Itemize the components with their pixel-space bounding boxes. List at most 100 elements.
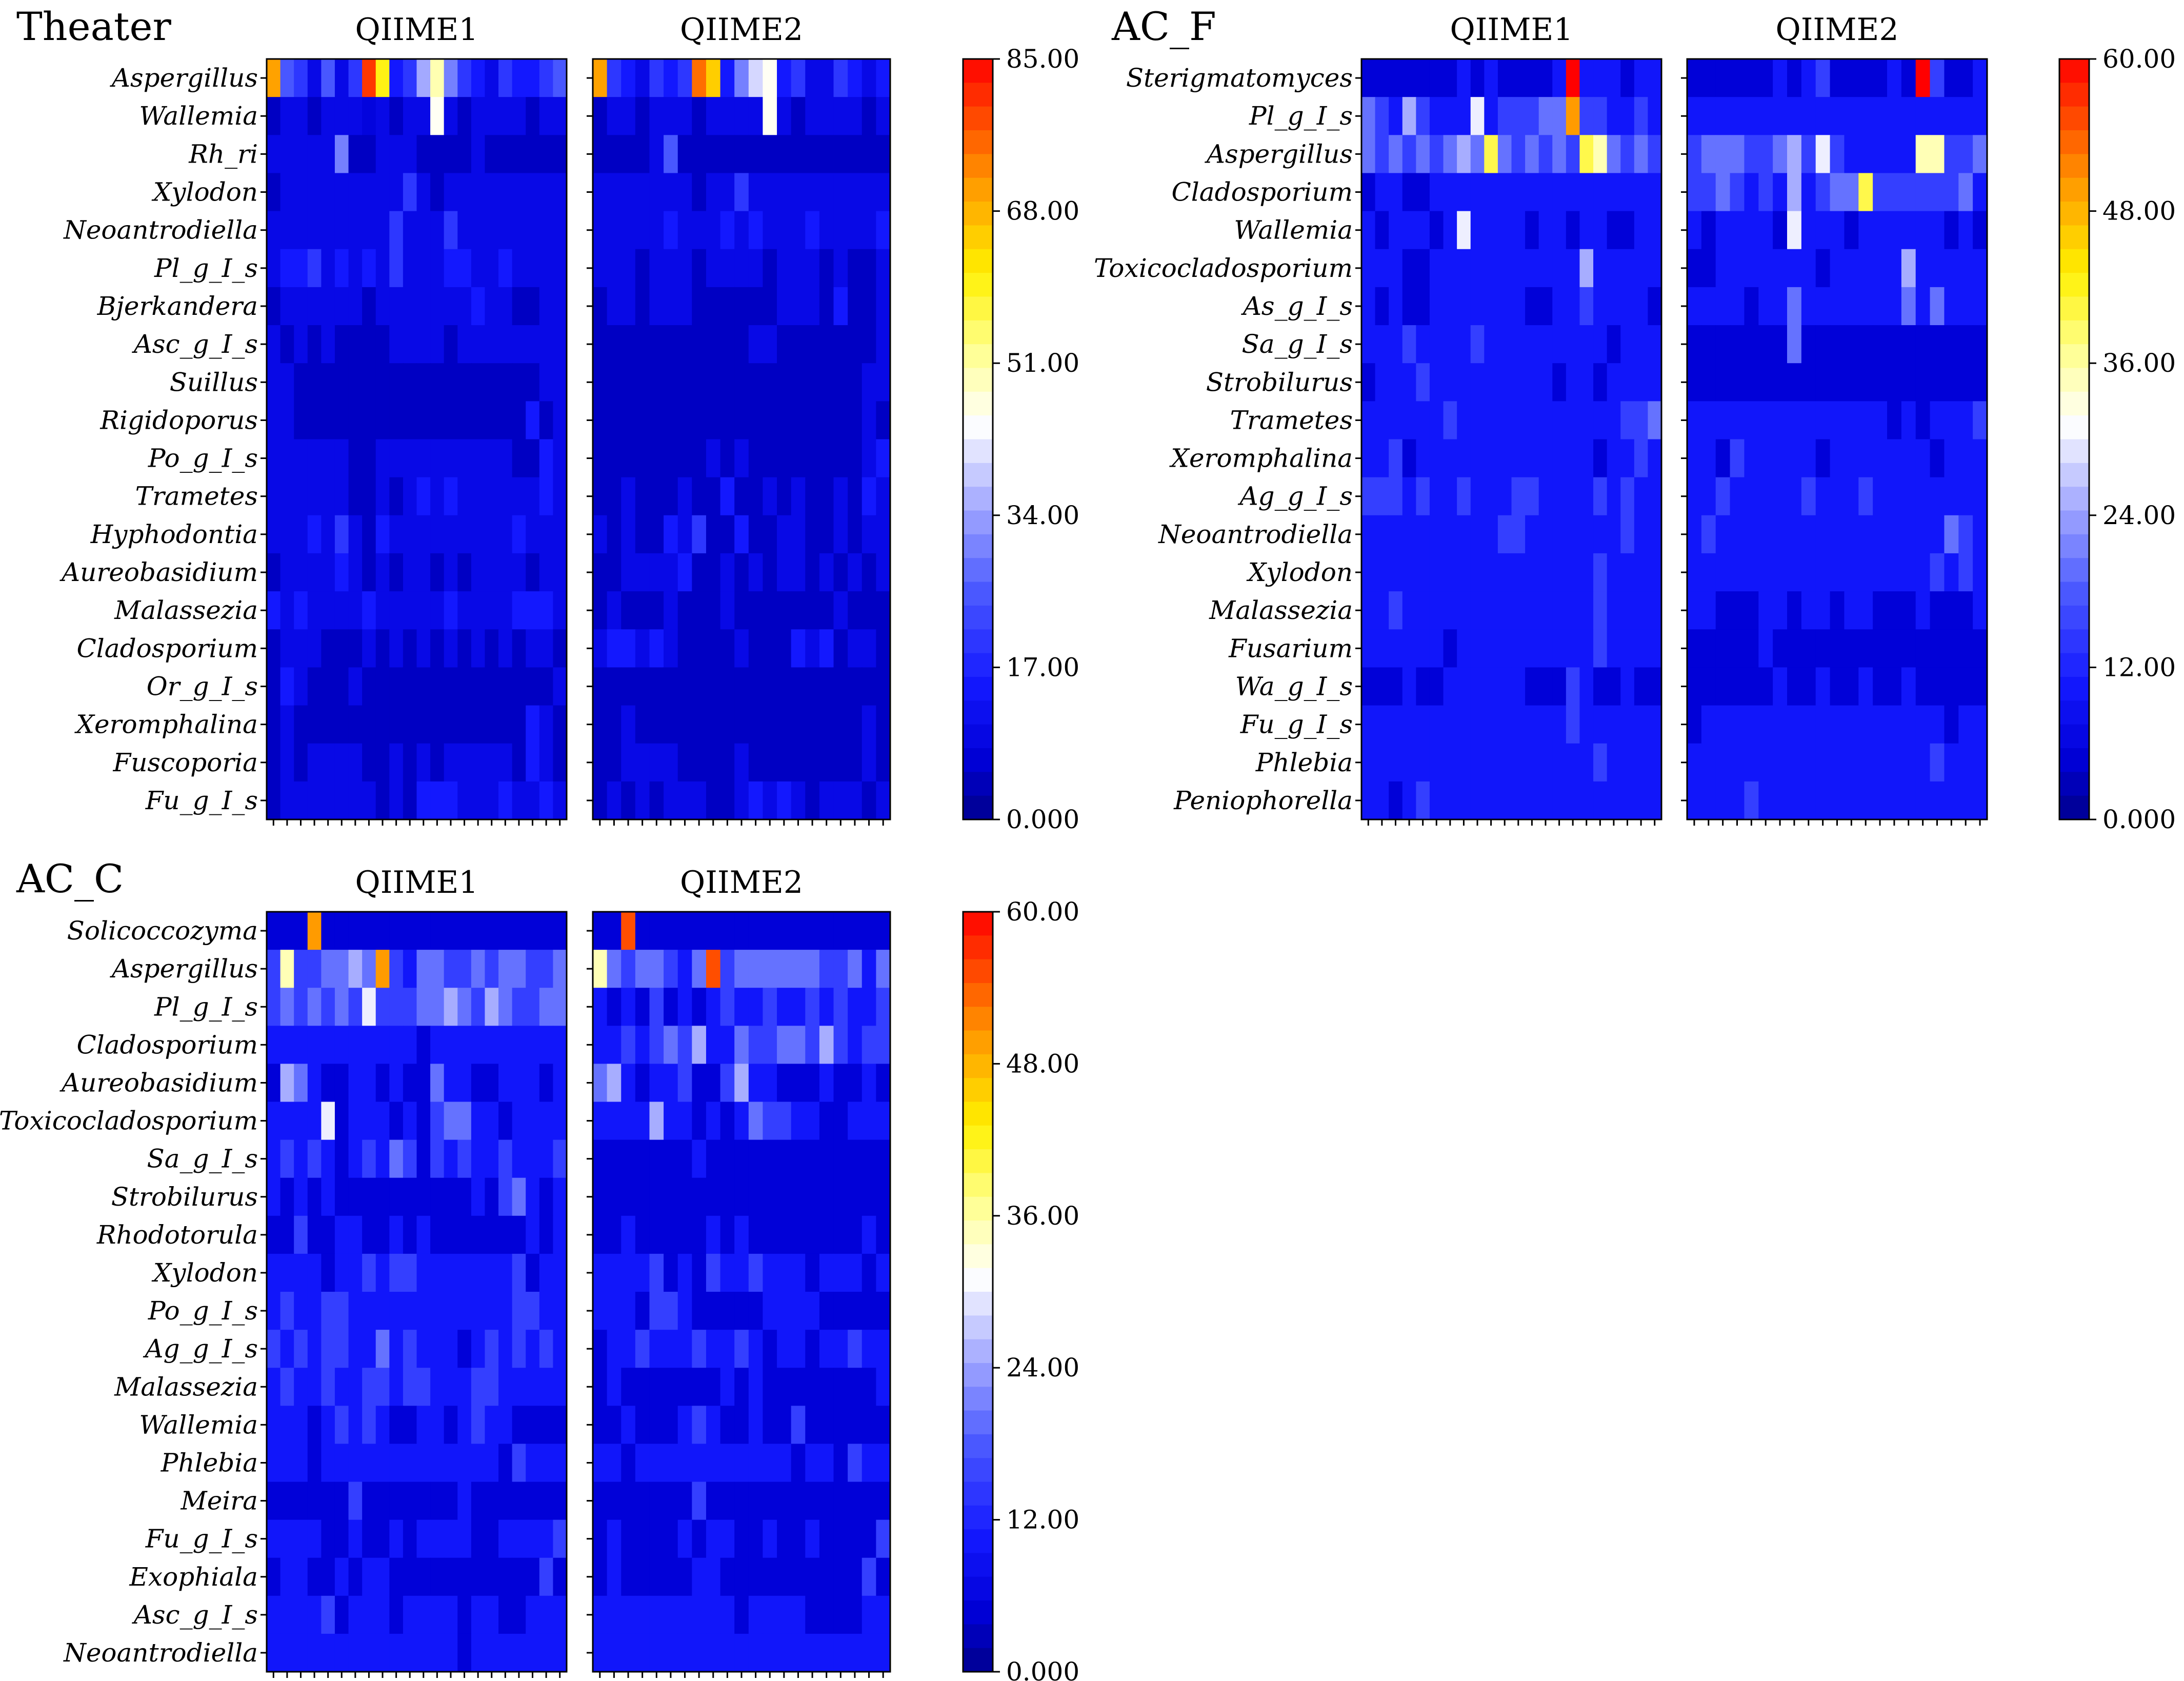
heatmap-cell <box>876 743 891 782</box>
heatmap-cell <box>763 59 777 97</box>
heatmap-cell <box>280 912 294 950</box>
heatmap-cell <box>621 1557 636 1596</box>
heatmap-cell <box>1687 249 1702 288</box>
heatmap-cell <box>677 1444 692 1483</box>
heatmap-cell <box>526 59 540 97</box>
heatmap-cell <box>498 1253 513 1292</box>
heatmap-cell <box>607 912 622 950</box>
heatmap-cell <box>1497 325 1512 364</box>
heatmap-cell <box>1973 439 1988 478</box>
heatmap-cell <box>734 173 749 212</box>
heatmap-cell <box>664 629 678 668</box>
heatmap-cell <box>1901 629 1916 668</box>
heatmap-cell <box>1538 59 1553 97</box>
heatmap-cell <box>348 1406 363 1444</box>
heatmap-cell <box>1511 515 1526 554</box>
heatmap-cell <box>819 1519 834 1558</box>
heatmap-cell <box>1470 629 1485 668</box>
heatmap-cell <box>1844 781 1859 820</box>
heatmap-cell <box>763 1215 777 1254</box>
heatmap-cell <box>1648 135 1662 174</box>
heatmap-cell <box>833 1102 848 1140</box>
heatmap-cell <box>512 1064 526 1103</box>
heatmap-cell <box>1634 553 1649 592</box>
heatmap-cell <box>1973 173 1988 212</box>
heatmap-cell <box>763 1368 777 1406</box>
heatmap-cell <box>876 1102 891 1140</box>
heatmap-cell <box>1620 59 1635 97</box>
heatmap-cell <box>539 211 554 250</box>
heatmap-cell <box>280 667 294 706</box>
heatmap-cell <box>1525 59 1539 97</box>
heatmap-cell <box>805 553 820 592</box>
heatmap-cell <box>539 667 554 706</box>
heatmap-cell <box>485 1215 499 1254</box>
heatmap-cell <box>791 1482 806 1520</box>
heatmap-cell <box>1701 439 1716 478</box>
heatmap-cell <box>321 1139 335 1178</box>
heatmap-cell <box>375 1102 390 1140</box>
heatmap-cell <box>362 477 376 516</box>
heatmap-cell <box>1443 363 1457 402</box>
heatmap-cell <box>692 1215 707 1254</box>
heatmap-cell <box>805 515 820 554</box>
heatmap-cell <box>1901 173 1916 212</box>
heatmap-cell <box>1538 173 1553 212</box>
heatmap-cell <box>1887 287 1902 326</box>
heatmap-cell <box>819 1215 834 1254</box>
heatmap-cell <box>362 1026 376 1064</box>
heatmap-cell <box>1429 553 1444 592</box>
heatmap-cell <box>848 1064 863 1103</box>
heatmap-cell <box>1566 515 1580 554</box>
heatmap-cell <box>267 1064 281 1103</box>
row-label: Cladosporium <box>1172 177 1353 207</box>
heatmap-cell <box>1787 97 1802 135</box>
heatmap-cell <box>593 1330 608 1368</box>
row-label: Trametes <box>135 482 258 511</box>
heatmap-cell <box>833 1519 848 1558</box>
heatmap-cell <box>498 1368 513 1406</box>
row-label: Bjerkandera <box>97 291 258 321</box>
heatmap-cell <box>692 1102 707 1140</box>
heatmap-cell <box>526 1633 540 1672</box>
heatmap-cell <box>734 1482 749 1520</box>
row-label: Pl_g_I_s <box>154 992 258 1022</box>
heatmap-cell <box>635 515 650 554</box>
heatmap-cell <box>512 1139 526 1178</box>
heatmap-cell <box>607 1330 622 1368</box>
heatmap-cell <box>833 363 848 402</box>
heatmap-cell <box>471 439 486 478</box>
heatmap-cell <box>512 988 526 1026</box>
heatmap-cell <box>848 1482 863 1520</box>
row-label: Aureobasidium <box>59 1068 258 1097</box>
heatmap-cell <box>748 1368 764 1406</box>
heatmap-cell <box>664 1519 678 1558</box>
heatmap-cell <box>1538 401 1553 440</box>
heatmap-cell <box>791 667 806 706</box>
heatmap-cell <box>362 1177 376 1216</box>
heatmap-cell <box>294 1177 308 1216</box>
heatmap-cell <box>416 1482 431 1520</box>
heatmap-cell <box>539 1482 554 1520</box>
heatmap-cell <box>805 287 820 326</box>
heatmap-cell <box>485 1633 499 1672</box>
heatmap-cell <box>1497 515 1512 554</box>
heatmap-cell <box>471 1482 486 1520</box>
heatmap-cell <box>1389 135 1403 174</box>
heatmap-cell <box>1416 211 1430 250</box>
heatmap-cell <box>1511 477 1526 516</box>
heatmap-cell <box>1429 249 1444 288</box>
heatmap-cell <box>1416 515 1430 554</box>
heatmap-cell <box>819 401 834 440</box>
heatmap-cell <box>876 515 891 554</box>
heatmap-cell <box>1634 363 1649 402</box>
heatmap-cell <box>307 1519 322 1558</box>
heatmap-cell <box>553 1633 567 1672</box>
heatmap-cell <box>267 1215 281 1254</box>
heatmap-cell <box>334 1330 349 1368</box>
heatmap-cell <box>1958 325 1973 364</box>
colorbar-segment <box>2059 463 2089 487</box>
heatmap-cell <box>848 1444 863 1483</box>
heatmap-cell <box>457 363 472 402</box>
heatmap-cell <box>430 1633 445 1672</box>
